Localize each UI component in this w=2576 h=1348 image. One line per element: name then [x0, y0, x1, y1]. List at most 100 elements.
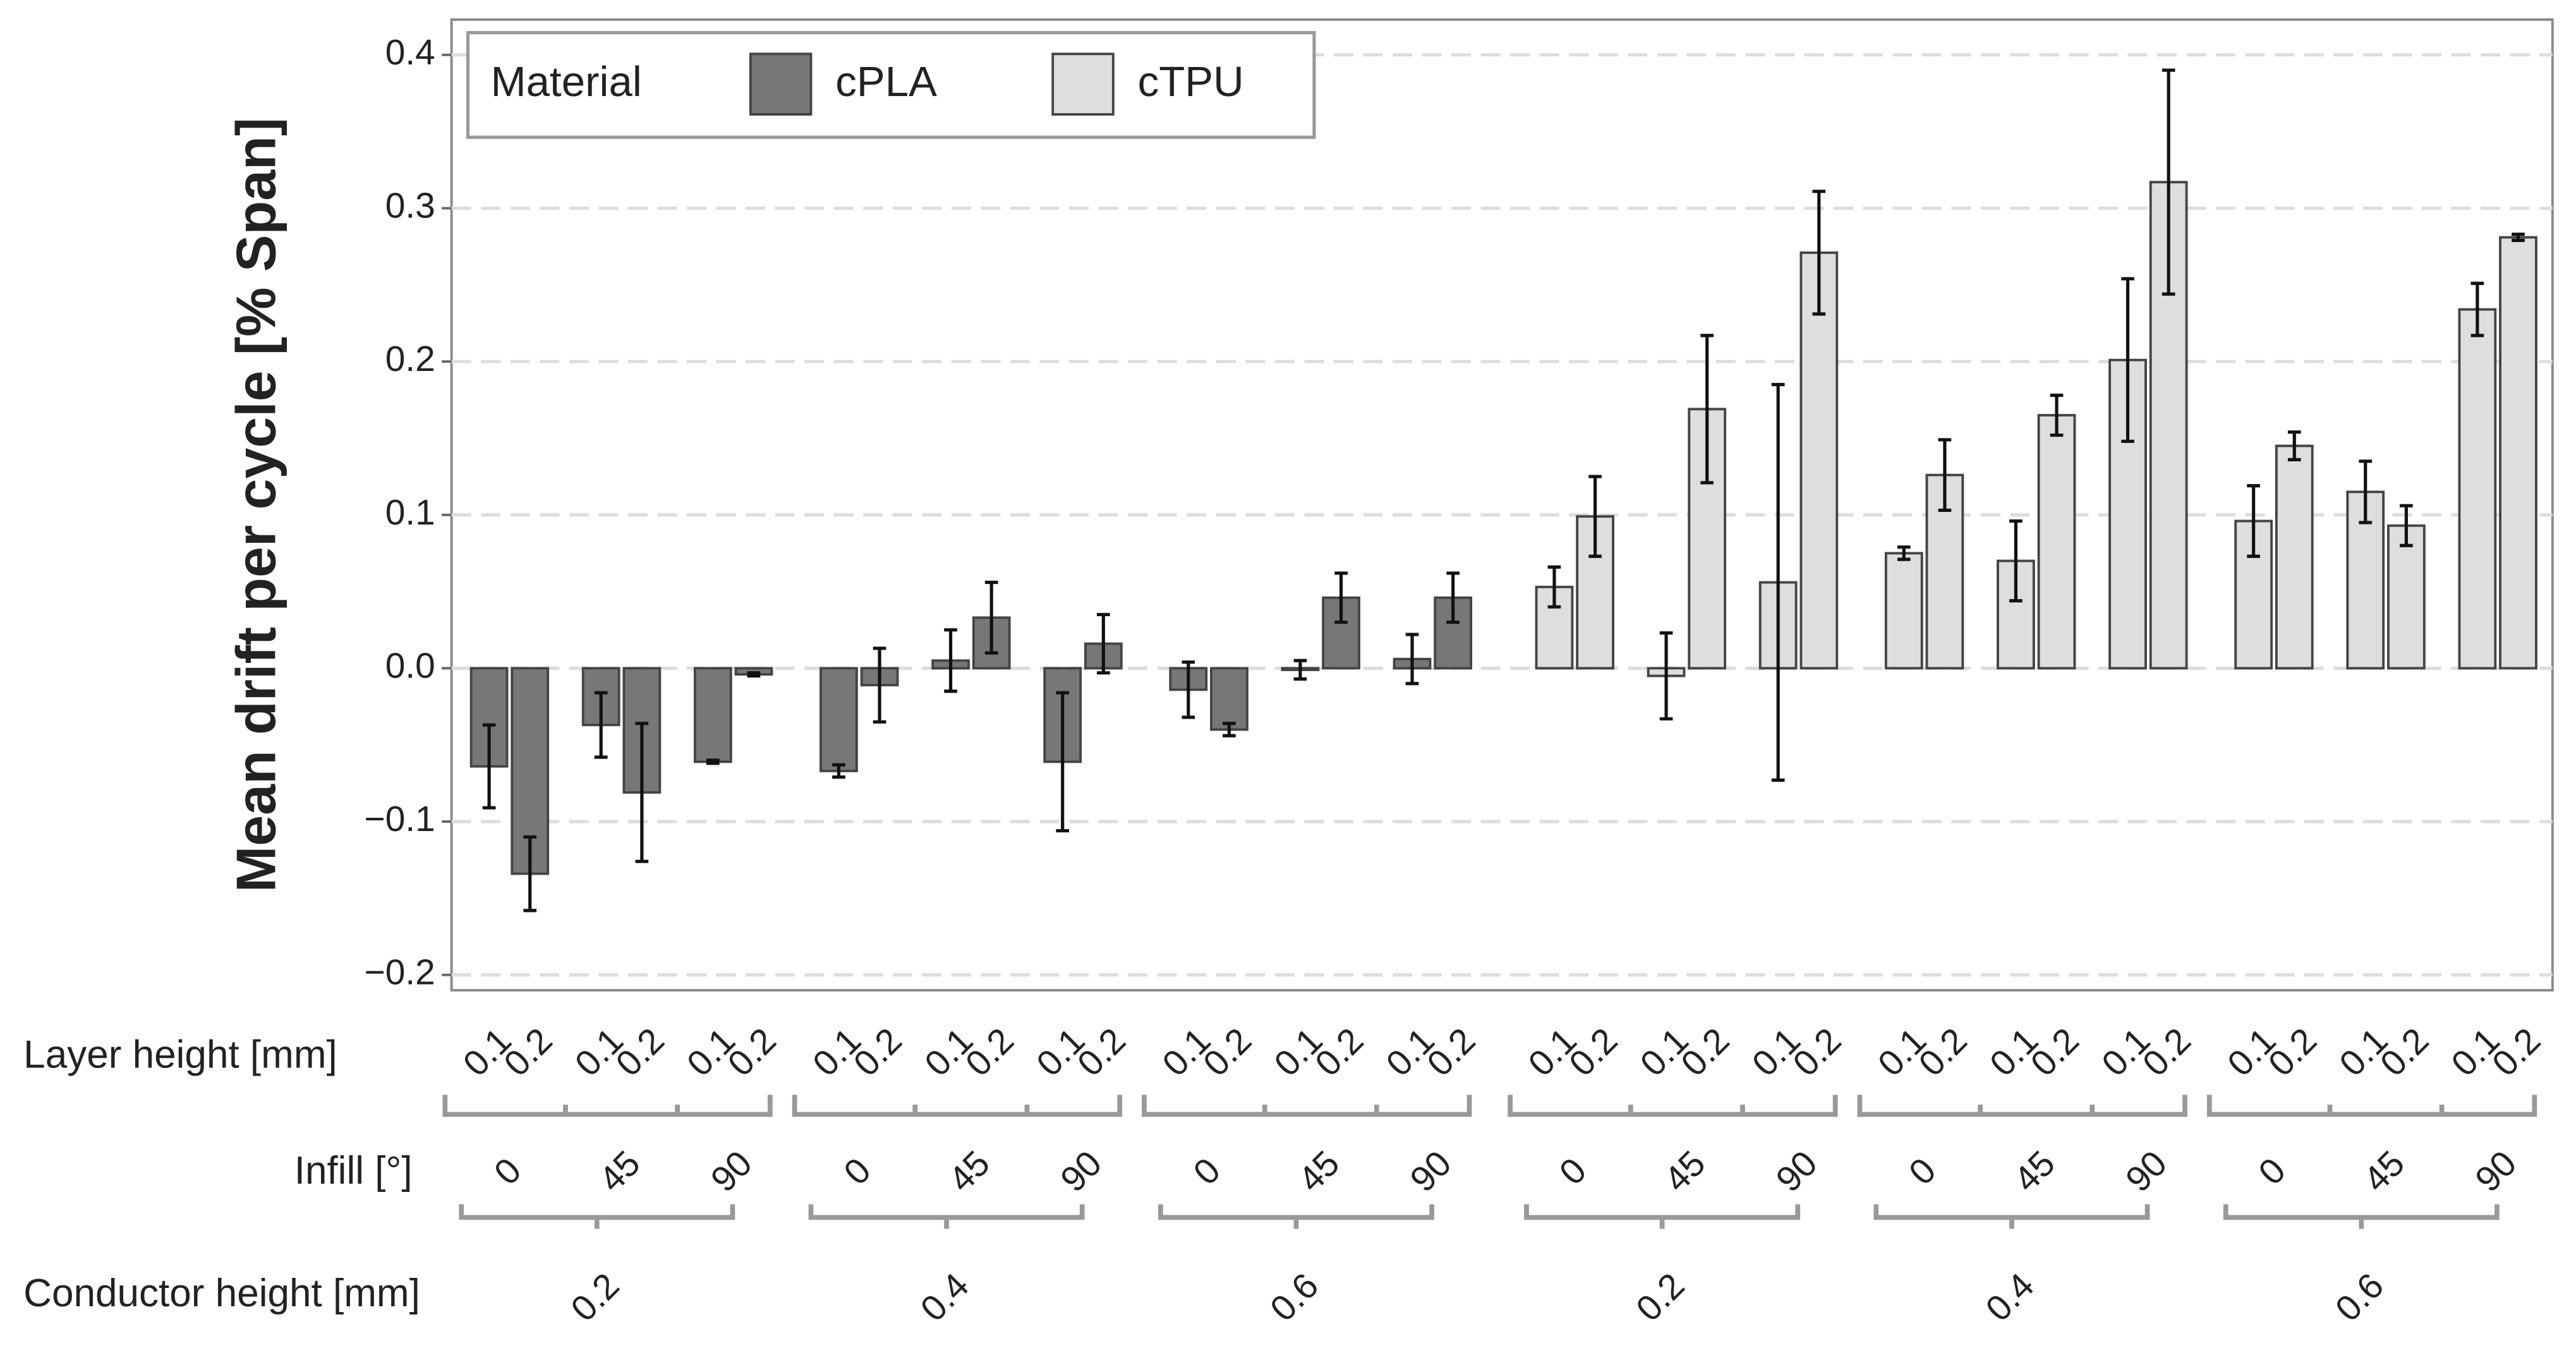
- layer-bracket: [2206, 1095, 2537, 1117]
- y-tick-label: 0.3: [385, 186, 435, 226]
- error-bar: [2247, 484, 2260, 558]
- error-bar: [1659, 631, 1673, 721]
- error-bar: [1056, 691, 1070, 833]
- infill-label: 0: [1902, 1151, 1944, 1193]
- conductor-label: 0.6: [2328, 1266, 2392, 1329]
- error-bar: [2162, 68, 2175, 296]
- layer-height-label: 0.2: [1674, 1021, 1737, 1084]
- infill-bracket: [1873, 1204, 2150, 1220]
- conductor-label: 0.2: [564, 1266, 627, 1329]
- y-tick-label: 0.1: [385, 493, 435, 533]
- bar: [2037, 414, 2076, 670]
- conductor-label: 0.4: [1978, 1266, 2041, 1329]
- layer-bracket: [1857, 1095, 2187, 1117]
- infill-label: 0: [1186, 1151, 1228, 1193]
- bar: [2275, 444, 2314, 670]
- layer-height-label: 0.2: [1070, 1021, 1134, 1084]
- bar: [2458, 308, 2497, 670]
- y-tick-label: 0.0: [385, 646, 435, 686]
- bar: [1884, 552, 1923, 670]
- layer-height-label: 0.2: [1562, 1021, 1625, 1084]
- error-bar: [1293, 659, 1307, 681]
- error-bar: [1588, 475, 1602, 558]
- infill-bracket: [808, 1204, 1085, 1220]
- layer-bracket: [1508, 1095, 1838, 1117]
- bar: [819, 667, 858, 772]
- legend-box: [466, 31, 1316, 139]
- infill-bracket: [459, 1204, 735, 1220]
- layer-height-label: 0.2: [1308, 1021, 1371, 1084]
- y-tick-label: −0.1: [365, 799, 435, 839]
- infill-label: 45: [591, 1143, 648, 1199]
- layer-height-label: 0.2: [2135, 1021, 2198, 1084]
- layer-bracket: [442, 1095, 773, 1117]
- y-tick-label: 0.2: [385, 339, 435, 379]
- infill-label: 90: [1053, 1143, 1110, 1199]
- infill-label: 45: [941, 1143, 998, 1199]
- legend-swatch: [749, 52, 813, 116]
- infill-label: 45: [1291, 1143, 1347, 1199]
- error-bar: [1700, 334, 1714, 485]
- error-bar: [635, 722, 649, 863]
- error-bar: [1334, 571, 1348, 624]
- conductor-label: 0.4: [913, 1266, 976, 1329]
- error-bar: [944, 628, 957, 693]
- infill-bracket: [2223, 1204, 2500, 1220]
- layer-height-label: 0.2: [1786, 1021, 1849, 1084]
- conductor-label: 0.2: [1629, 1266, 1692, 1329]
- infill-label: 0: [487, 1151, 529, 1193]
- layer-height-label: 0.2: [497, 1021, 560, 1084]
- infill-title: Infill [°]: [294, 1149, 413, 1193]
- error-bar: [2050, 393, 2064, 437]
- infill-label: 0: [1552, 1151, 1594, 1193]
- error-bar: [1771, 382, 1785, 782]
- error-bar: [1812, 190, 1826, 316]
- conductor-label: 0.6: [1263, 1266, 1326, 1329]
- infill-label: 90: [2119, 1143, 2175, 1199]
- conductor-title: Conductor height [mm]: [23, 1272, 420, 1315]
- infill-label: 90: [1769, 1143, 1825, 1199]
- error-bar: [1182, 660, 1195, 719]
- error-bar: [2512, 233, 2525, 243]
- infill-label: 0: [2251, 1151, 2294, 1193]
- layer-height-label: 0.2: [1196, 1021, 1259, 1084]
- layer-height-title: Layer height [mm]: [23, 1033, 337, 1076]
- legend-label: cTPU: [1138, 58, 1244, 106]
- legend-title: Material: [491, 58, 642, 106]
- bar: [2499, 236, 2537, 670]
- error-bar: [482, 723, 496, 810]
- layer-height-label: 0.2: [720, 1021, 783, 1084]
- bar: [1799, 251, 1839, 670]
- infill-label: 45: [1657, 1143, 1713, 1199]
- layer-bracket: [792, 1095, 1123, 1117]
- error-bar: [1547, 565, 1561, 609]
- layer-height-label: 0.2: [958, 1021, 1022, 1084]
- layer-height-label: 0.2: [608, 1021, 672, 1084]
- infill-label: 45: [2007, 1143, 2063, 1199]
- infill-label: 90: [2468, 1143, 2524, 1199]
- infill-label: 90: [1403, 1143, 1459, 1199]
- layer-bracket: [1142, 1095, 1472, 1117]
- layer-height-label: 0.2: [2485, 1021, 2548, 1084]
- y-tick-label: 0.4: [385, 33, 435, 73]
- layer-height-label: 0.2: [2373, 1021, 2436, 1084]
- infill-label: 45: [2356, 1143, 2412, 1199]
- bar: [693, 667, 732, 763]
- infill-bracket: [1158, 1204, 1434, 1220]
- error-bar: [1096, 612, 1110, 675]
- error-bar: [2121, 277, 2134, 443]
- layer-height-label: 0.2: [2261, 1021, 2325, 1084]
- y-axis-label: Mean drift per cycle [% Span]: [224, 118, 287, 892]
- layer-height-label: 0.2: [2023, 1021, 2086, 1084]
- error-bar: [2470, 281, 2484, 337]
- error-bar: [2287, 430, 2301, 461]
- error-bar: [873, 647, 886, 724]
- error-bar: [706, 758, 720, 765]
- error-bar: [1897, 545, 1911, 561]
- legend-swatch: [1051, 52, 1115, 116]
- infill-label: 0: [837, 1151, 879, 1193]
- layer-height-label: 0.2: [1911, 1021, 1974, 1084]
- layer-height-label: 0.2: [1420, 1021, 1483, 1084]
- legend-label: cPLA: [835, 58, 937, 106]
